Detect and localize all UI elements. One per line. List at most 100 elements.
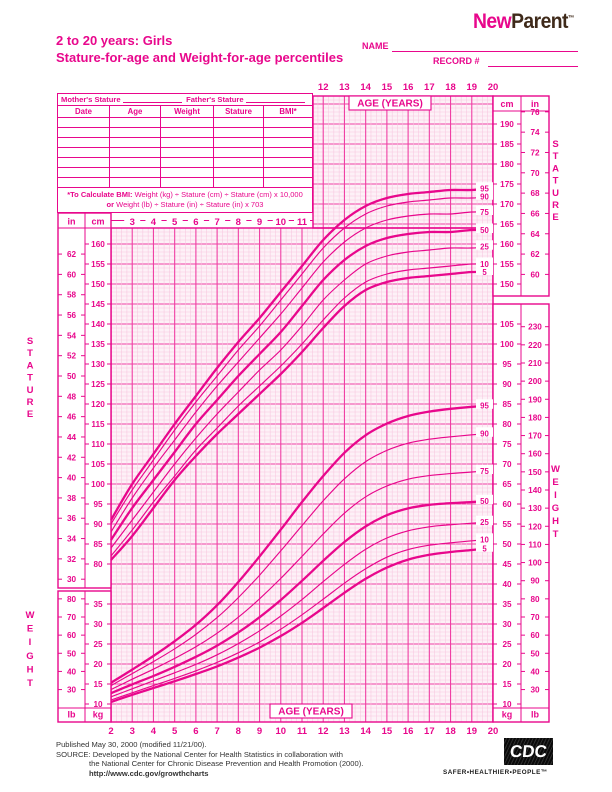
table-empty-row: [58, 178, 312, 188]
svg-text:20: 20: [93, 660, 103, 669]
svg-text:35: 35: [502, 600, 512, 609]
svg-text:95: 95: [502, 360, 512, 369]
fathers-stature-input-line[interactable]: [245, 102, 306, 103]
table-empty-cell[interactable]: [264, 138, 312, 148]
svg-text:lb: lb: [531, 710, 540, 720]
table-empty-cell[interactable]: [264, 148, 312, 158]
table-empty-cell[interactable]: [214, 148, 264, 158]
svg-text:140: 140: [528, 486, 542, 495]
table-empty-row: [58, 138, 312, 148]
mothers-stature-input-line[interactable]: [122, 102, 183, 103]
svg-text:I: I: [554, 490, 557, 501]
table-empty-cell[interactable]: [214, 168, 264, 178]
table-empty-cell[interactable]: [161, 118, 214, 128]
table-empty-cell[interactable]: [58, 128, 110, 138]
table-empty-cell[interactable]: [161, 128, 214, 138]
table-empty-cell[interactable]: [264, 178, 312, 188]
table-empty-cell[interactable]: [161, 158, 214, 168]
record-number-input-line[interactable]: [488, 66, 578, 67]
table-empty-cell[interactable]: [110, 128, 161, 138]
svg-text:16: 16: [403, 82, 414, 93]
svg-text:20: 20: [488, 726, 499, 737]
svg-text:W: W: [551, 464, 560, 475]
svg-text:50: 50: [67, 372, 77, 381]
svg-text:60: 60: [67, 270, 77, 279]
table-empty-cell[interactable]: [161, 178, 214, 188]
table-empty-cell[interactable]: [58, 178, 110, 188]
svg-text:25: 25: [480, 518, 489, 527]
table-empty-cell[interactable]: [110, 148, 161, 158]
svg-text:170: 170: [528, 432, 542, 441]
table-empty-cell[interactable]: [214, 178, 264, 188]
table-empty-cell[interactable]: [264, 168, 312, 178]
svg-text:32: 32: [67, 555, 77, 564]
table-empty-cell[interactable]: [110, 168, 161, 178]
table-empty-cell[interactable]: [264, 158, 312, 168]
svg-text:90: 90: [93, 520, 103, 529]
svg-text:145: 145: [91, 300, 105, 309]
table-empty-cell[interactable]: [264, 128, 312, 138]
svg-text:I: I: [29, 637, 32, 648]
weight-curves-p95: [110, 404, 494, 684]
svg-text:80: 80: [67, 595, 77, 604]
weight-curves-p50: [110, 499, 494, 695]
page-subtitle: Stature-for-age and Weight-for-age perce…: [56, 50, 344, 65]
table-empty-cell[interactable]: [58, 158, 110, 168]
svg-text:10: 10: [480, 260, 489, 269]
table-column-header: Stature: [214, 106, 264, 118]
table-empty-cell[interactable]: [110, 118, 161, 128]
table-empty-cell[interactable]: [214, 118, 264, 128]
svg-text:14: 14: [360, 726, 371, 737]
svg-text:65: 65: [502, 480, 512, 489]
svg-text:4: 4: [151, 726, 157, 737]
svg-text:75: 75: [502, 440, 512, 449]
svg-text:19: 19: [466, 726, 477, 737]
svg-text:15: 15: [502, 680, 512, 689]
weight-curves: 510 25 50 75 90 95: [110, 399, 494, 704]
bmi-note-or: or: [106, 199, 115, 209]
fathers-stature-label: Father's Stature: [186, 95, 244, 104]
name-input-line[interactable]: [392, 51, 578, 52]
svg-text:130: 130: [528, 504, 542, 513]
svg-text:30: 30: [67, 575, 77, 584]
table-empty-cell[interactable]: [161, 138, 214, 148]
table-empty-cell[interactable]: [58, 138, 110, 148]
svg-text:5: 5: [172, 217, 178, 228]
table-empty-cell[interactable]: [110, 158, 161, 168]
table-empty-cell[interactable]: [58, 118, 110, 128]
table-empty-cell[interactable]: [214, 138, 264, 148]
table-empty-cell[interactable]: [264, 118, 312, 128]
svg-text:95: 95: [93, 500, 103, 509]
name-label: NAME: [362, 41, 389, 51]
svg-text:80: 80: [530, 595, 540, 604]
table-empty-cell[interactable]: [214, 158, 264, 168]
table-empty-cell[interactable]: [161, 148, 214, 158]
svg-text:160: 160: [528, 450, 542, 459]
svg-text:90: 90: [530, 577, 540, 586]
table-empty-row: [58, 168, 312, 178]
page-title: 2 to 20 years: Girls: [56, 33, 173, 48]
svg-text:34: 34: [67, 535, 77, 544]
table-header-row: Date Age Weight Stature BMI*: [58, 106, 312, 118]
svg-text:60: 60: [530, 270, 540, 279]
svg-text:60: 60: [530, 631, 540, 640]
svg-text:40: 40: [530, 667, 540, 676]
svg-text:190: 190: [500, 120, 514, 129]
table-empty-cell[interactable]: [110, 178, 161, 188]
table-empty-cell[interactable]: [58, 148, 110, 158]
table-empty-cell[interactable]: [214, 128, 264, 138]
svg-text:5: 5: [482, 545, 487, 554]
weight-curves-p75: [110, 469, 494, 691]
table-empty-row: [58, 158, 312, 168]
table-empty-cell[interactable]: [58, 168, 110, 178]
svg-text:165: 165: [500, 220, 514, 229]
table-empty-cell[interactable]: [161, 168, 214, 178]
svg-text:15: 15: [93, 680, 103, 689]
svg-text:AGE (YEARS): AGE (YEARS): [278, 707, 344, 718]
svg-text:68: 68: [530, 189, 540, 198]
table-empty-cell[interactable]: [110, 138, 161, 148]
svg-text:25: 25: [480, 243, 489, 252]
svg-text:120: 120: [528, 522, 542, 531]
svg-text:30: 30: [502, 620, 512, 629]
svg-text:50: 50: [480, 226, 489, 235]
